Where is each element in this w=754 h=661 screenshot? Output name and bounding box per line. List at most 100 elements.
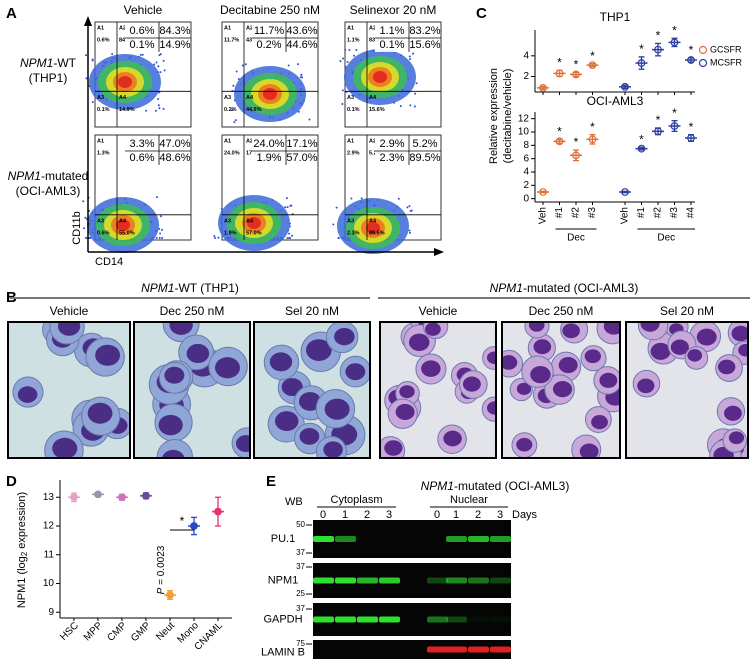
x-tick-label: Veh	[620, 207, 631, 224]
x-tick-label: #2	[653, 207, 664, 219]
nucleus	[395, 403, 415, 420]
event-dot	[408, 55, 411, 58]
lane-label: 2	[475, 509, 481, 521]
x-tick-label: #1	[636, 207, 647, 219]
data-point	[70, 493, 78, 502]
density-region	[373, 71, 387, 83]
quadrant-value: 0.6%	[97, 37, 110, 43]
band	[313, 536, 334, 542]
label-text: -mutated	[41, 169, 88, 183]
quadrant-value: 1.3%	[97, 150, 110, 156]
fraction-label: Cytoplasm	[331, 494, 383, 506]
nucleus	[324, 398, 350, 420]
event-dot	[214, 237, 217, 239]
nucleus	[558, 357, 578, 374]
row-label: NPM1-mutated	[8, 169, 89, 183]
column-title: Selinexor 20 nM	[350, 3, 437, 17]
data-point	[654, 127, 662, 136]
event-dot	[85, 77, 88, 80]
event-dot	[286, 206, 289, 209]
y-tick-label: 12	[518, 113, 530, 124]
x-tick-label: #3	[669, 207, 680, 219]
event-dot	[344, 65, 347, 68]
quadrant-percentage: 0.6%	[129, 152, 154, 164]
x-tick-label: Neut	[154, 620, 177, 643]
nucleus	[650, 342, 671, 360]
quadrant-percentage: 5.2%	[412, 138, 437, 150]
p-text: = 0.0023	[156, 545, 167, 587]
summary-box	[252, 136, 317, 165]
column-title: Vehicle	[124, 3, 163, 17]
x-tick-label: MPP	[82, 620, 105, 643]
x-tick-label: #3	[587, 207, 598, 219]
quadrant-percentage: 89.5%	[409, 152, 440, 164]
x-tick-label: GMP	[129, 620, 153, 644]
nucleus	[334, 327, 355, 346]
quadrant-percentage: 0.1%	[379, 39, 404, 51]
chart-title: THP1	[600, 10, 631, 24]
event-dot	[288, 237, 291, 239]
panel-label: E	[266, 473, 276, 490]
quadrant-percentage: 1.9%	[256, 152, 281, 164]
data-point	[588, 135, 597, 144]
arrow-head	[84, 16, 92, 26]
nucleus	[728, 431, 745, 445]
event-dot	[399, 105, 402, 108]
event-dot	[360, 197, 363, 200]
label-text: -WT	[53, 56, 76, 70]
nucleus	[731, 325, 748, 342]
y-tick-label: 10	[518, 127, 530, 138]
nucleus	[399, 385, 415, 399]
event-dot	[346, 60, 349, 63]
row-sublabel: (THP1)	[29, 71, 68, 85]
label-text: NPM1 (log	[16, 556, 28, 608]
event-dot	[213, 235, 216, 238]
micrograph-frame	[501, 321, 621, 459]
quadrant-value: 2.9%	[347, 150, 360, 156]
x-tick-label: #1	[554, 207, 565, 219]
band	[313, 616, 334, 623]
data-point	[214, 507, 222, 516]
quadrant-percentage: 24.0%	[253, 138, 284, 150]
quadrant-tag: A1	[224, 25, 231, 31]
event-dot	[139, 53, 142, 56]
data-point	[555, 69, 564, 78]
lane-label: 1	[453, 509, 459, 521]
quadrant-tag: A2	[246, 138, 253, 144]
quadrant-percentage: 44.6%	[286, 39, 317, 51]
lane-label: 3	[386, 509, 392, 521]
quadrant-value: 0.1%	[347, 107, 360, 113]
event-dot	[145, 109, 148, 112]
group-label: Dec	[657, 233, 675, 244]
event-dot	[233, 121, 236, 124]
nucleus	[603, 322, 620, 335]
nucleus	[299, 392, 322, 411]
x-tick-label: Veh	[538, 207, 549, 224]
nucleus	[462, 376, 481, 392]
y-axis-label: (decitabine/vehicle)	[502, 69, 514, 164]
quadrant-percentage: 83.2%	[409, 25, 440, 37]
nucleus	[533, 339, 552, 355]
event-dot	[353, 54, 356, 57]
x-tick-label: HSC	[58, 620, 81, 643]
event-dot	[163, 69, 166, 72]
mw-marker: 25	[296, 589, 305, 598]
legend-marker	[698, 45, 708, 55]
event-dot	[155, 196, 158, 199]
nucleus	[599, 372, 618, 388]
band	[490, 577, 511, 584]
lane-unit: Days	[512, 509, 538, 521]
nucleus	[584, 349, 601, 364]
band	[490, 536, 511, 542]
band	[313, 577, 334, 584]
quadrant-value: 0.6%	[97, 230, 110, 236]
lane-label: 3	[497, 509, 503, 521]
quadrant-tag: A4	[246, 95, 254, 101]
event-dot	[84, 216, 87, 219]
fraction-label: Nuclear	[450, 494, 488, 506]
nucleus	[530, 365, 551, 384]
band	[427, 646, 448, 653]
quadrant-value: 11.7%	[224, 37, 239, 43]
band	[468, 646, 489, 653]
